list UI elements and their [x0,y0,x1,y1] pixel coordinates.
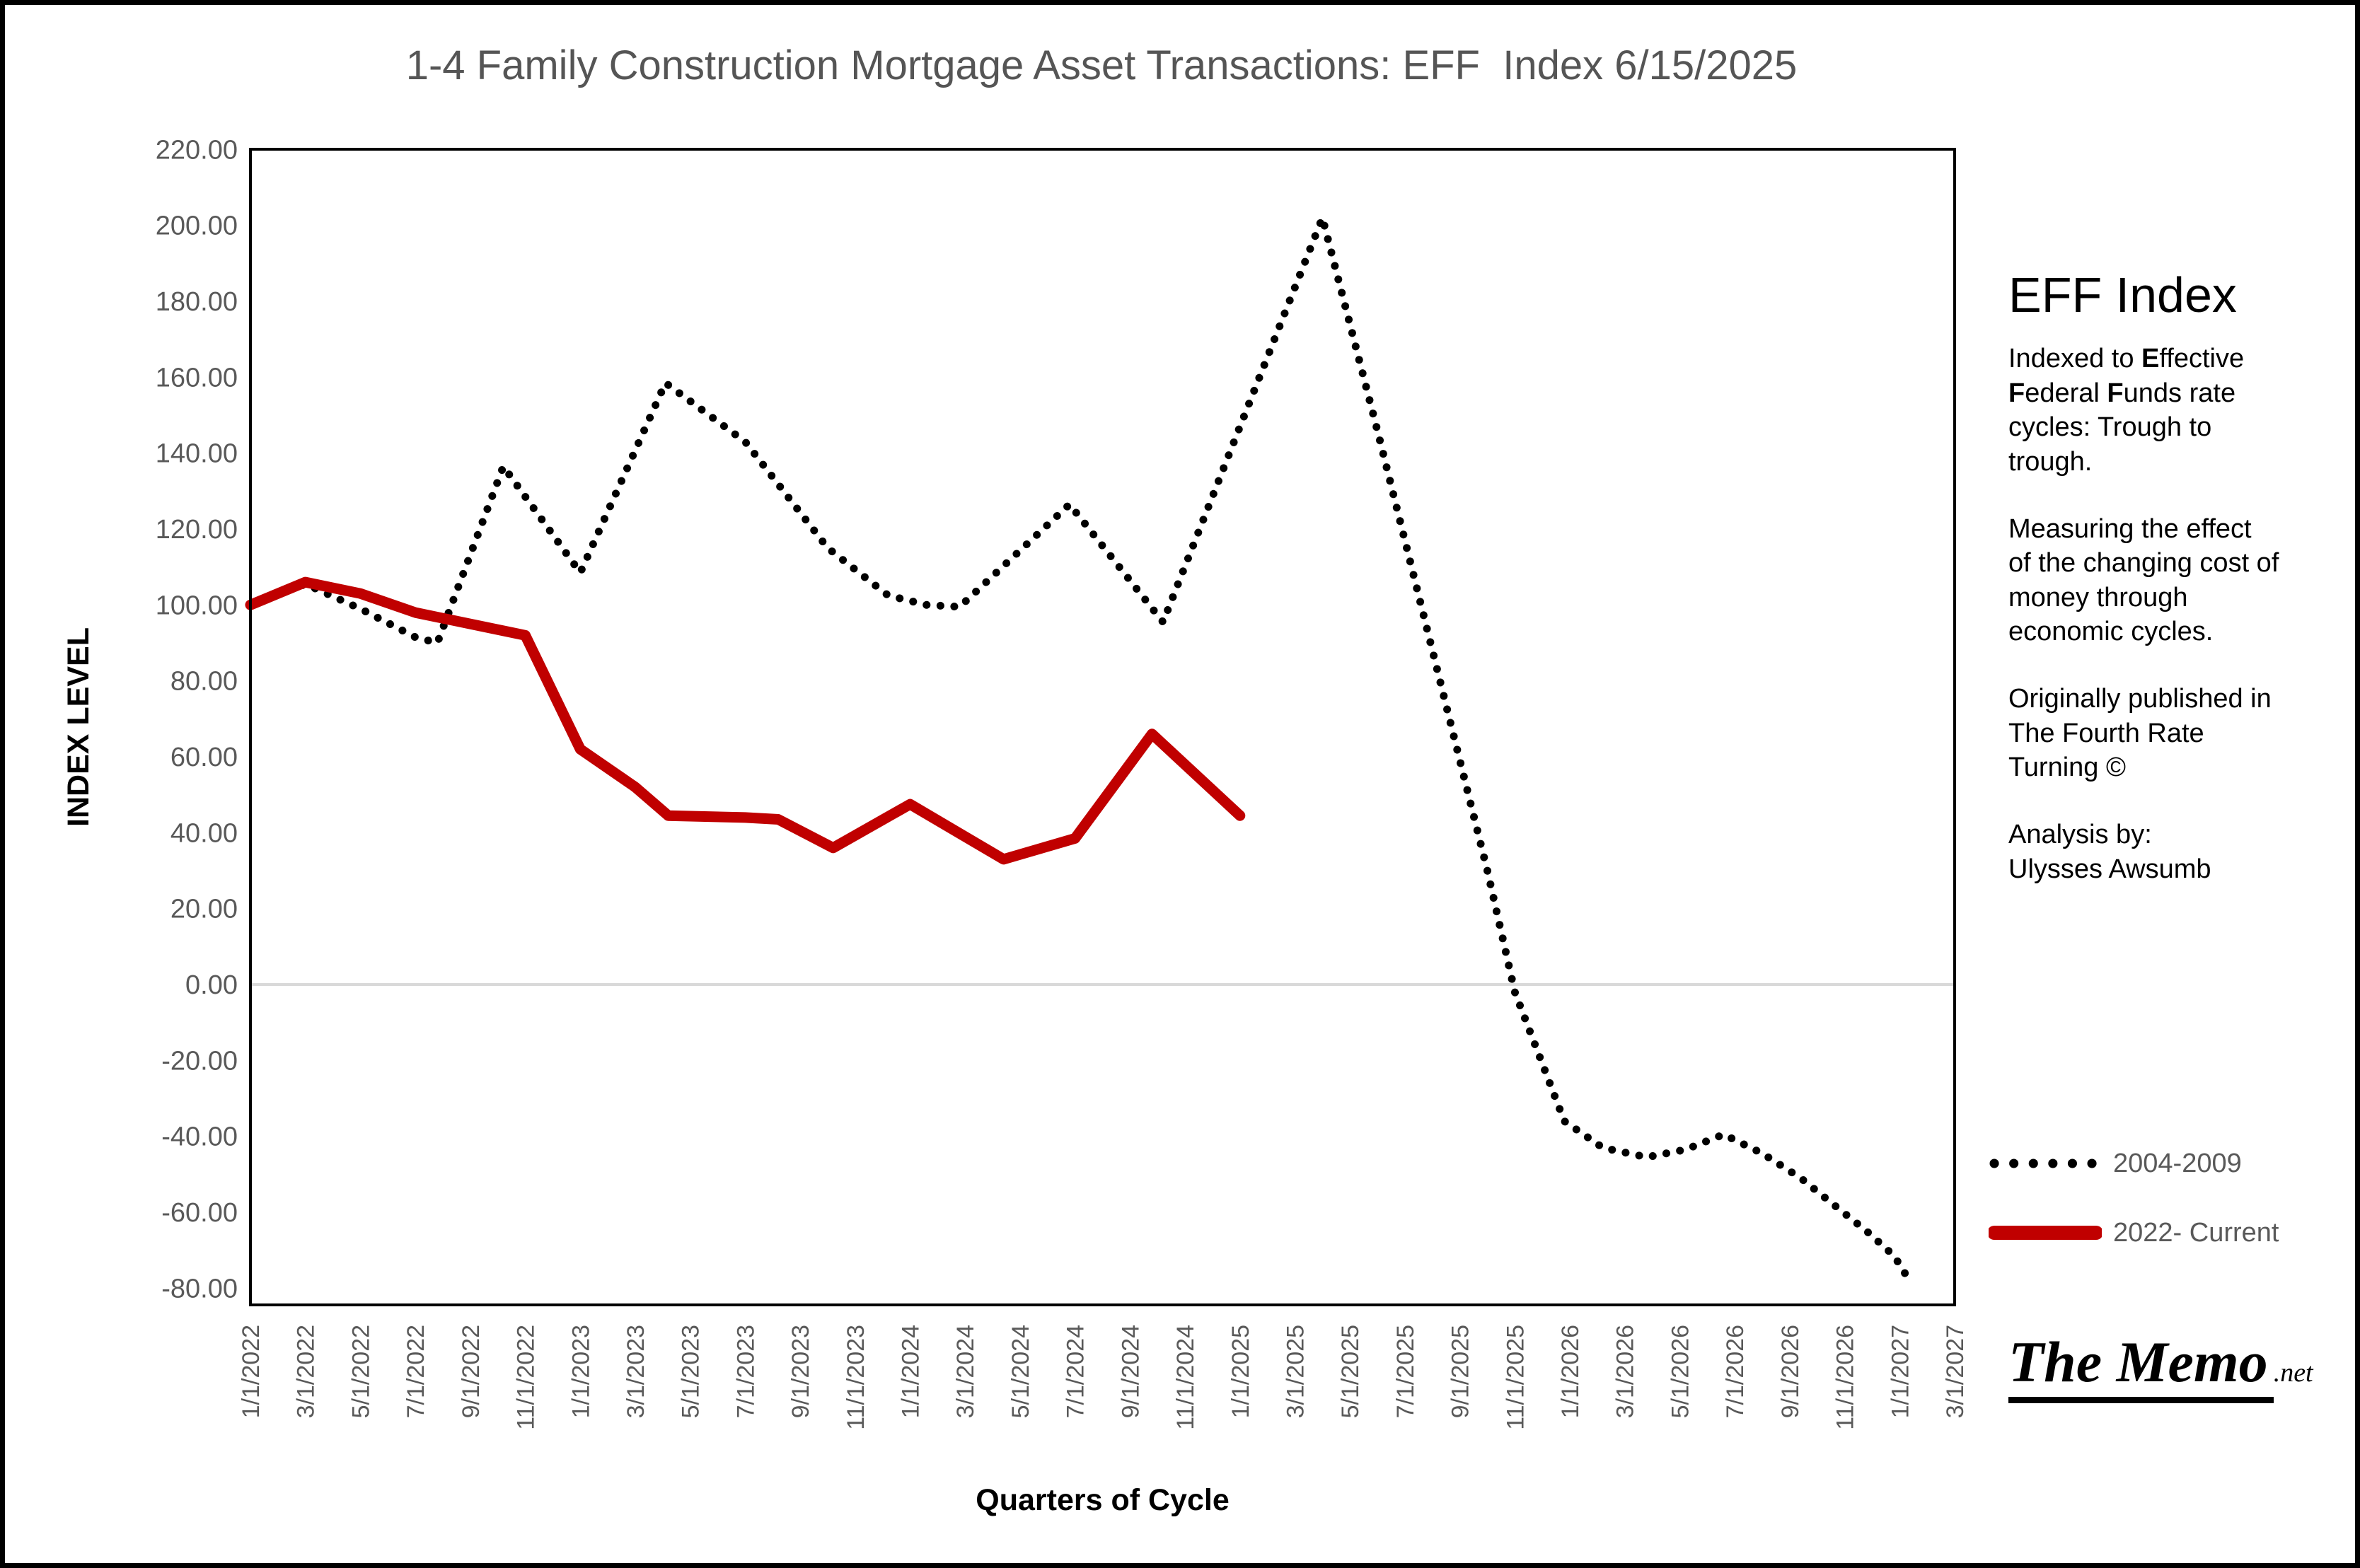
x-tick-label: 7/1/2023 [732,1325,759,1418]
x-tick-label: 11/1/2022 [513,1325,540,1430]
y-tick-label: 120.00 [156,515,238,545]
x-tick-label: 5/1/2023 [678,1325,705,1418]
x-tick-label: 5/1/2022 [347,1325,374,1418]
y-axis-title: INDEX LEVEL [62,627,96,827]
x-tick-label: 7/1/2022 [403,1325,429,1418]
legend-item-2004-2009: 2004-2009 [1989,1142,2355,1185]
y-tick-label: 140.00 [156,439,238,469]
y-tick-label: 200.00 [156,211,238,241]
y-tick-label: -80.00 [161,1274,238,1303]
x-tick-label: 9/1/2026 [1777,1325,1804,1418]
y-tick-label: 80.00 [170,667,238,697]
series-line-solid [245,576,1246,865]
legend-label: 2004-2009 [2113,1148,2242,1178]
x-tick-label: 9/1/2022 [458,1325,485,1418]
x-tick-label: 3/1/2023 [623,1325,649,1418]
y-tick-label: 220.00 [156,135,238,165]
y-tick-label: -20.00 [161,1046,238,1076]
y-tick-label: -40.00 [161,1122,238,1152]
x-tick-label: 1/1/2025 [1227,1325,1254,1418]
x-axis-title: Quarters of Cycle [976,1483,1229,1517]
x-tick-label: 5/1/2024 [1007,1325,1034,1418]
annotation-paragraph-measuring: Measuring the effect of the changing cos… [2008,513,2279,647]
x-tick-label: 7/1/2024 [1063,1325,1089,1418]
x-tick-label: 1/1/2026 [1557,1325,1584,1418]
x-tick-label: 11/1/2025 [1502,1325,1529,1430]
logo-suffix-text: .net [2273,1358,2313,1388]
x-tick-label: 11/1/2023 [843,1325,869,1430]
x-tick-label: 3/1/2025 [1283,1325,1309,1418]
plot-area: 220.00 200.00 180.00 160.00 140.00 120.00 100.… [62,135,1969,1517]
x-tick-label: 9/1/2024 [1117,1325,1144,1418]
the-memo-logo: The Memo .net [2008,1329,2313,1403]
x-tick-label: 11/1/2026 [1832,1325,1859,1430]
y-tick-label: 180.00 [156,287,238,317]
y-tick-label: 100.00 [156,591,238,620]
x-tick-label: 1/1/2027 [1887,1325,1914,1418]
plot-border [249,148,1956,1306]
red-line-sample-icon [1989,1226,2102,1240]
x-tick-label: 1/1/2024 [898,1325,925,1418]
y-tick-label: 20.00 [170,895,238,924]
x-tick-label: 5/1/2026 [1667,1325,1694,1418]
x-tick-label: 7/1/2025 [1392,1325,1419,1418]
x-tick-label: 3/1/2024 [952,1325,979,1418]
y-tick-label: 60.00 [170,743,238,772]
x-tick-label: 5/1/2025 [1337,1325,1364,1418]
chart-title: 1-4 Family Construction Mortgage Asset T… [405,42,1798,88]
y-tick-label: -60.00 [161,1198,238,1228]
logo-main-text: The Memo [2008,1330,2274,1403]
chart-legend: 2004-2009 2022- Current [1989,1142,2355,1281]
x-tick-label: 3/1/2026 [1612,1325,1639,1418]
x-tick-label: 1/1/2023 [567,1325,594,1418]
legend-item-2022-current: 2022- Current [1989,1212,2355,1254]
annotation-panel: EFF Index Indexed to Effective Federal F… [2008,267,2355,919]
annotation-paragraph-indexed: Indexed to Effective Federal Funds rate … [2008,344,2245,477]
series-line-dotted [246,214,1915,1287]
x-tick-label: 3/1/2022 [293,1325,320,1418]
x-tick-label: 9/1/2025 [1447,1325,1474,1418]
y-tick-label: 40.00 [170,818,238,848]
legend-label: 2022- Current [2113,1217,2279,1248]
annotation-heading: EFF Index [2008,267,2237,323]
y-tick-label: 0.00 [185,970,238,1000]
annotation-paragraph-analysis: Analysis by: Ulysses Awsumb [2008,819,2211,884]
x-tick-label: 9/1/2023 [787,1325,814,1418]
y-tick-label: 160.00 [156,363,238,393]
x-tick-label: 3/1/2027 [1942,1325,1969,1418]
x-tick-label: 11/1/2024 [1172,1325,1199,1430]
dotted-line-sample-icon [1989,1158,2101,1168]
annotation-paragraph-published: Originally published in The Fourth Rate … [2008,684,2272,783]
x-tick-label: 7/1/2026 [1722,1325,1749,1418]
x-tick-label: 1/1/2022 [238,1325,265,1418]
